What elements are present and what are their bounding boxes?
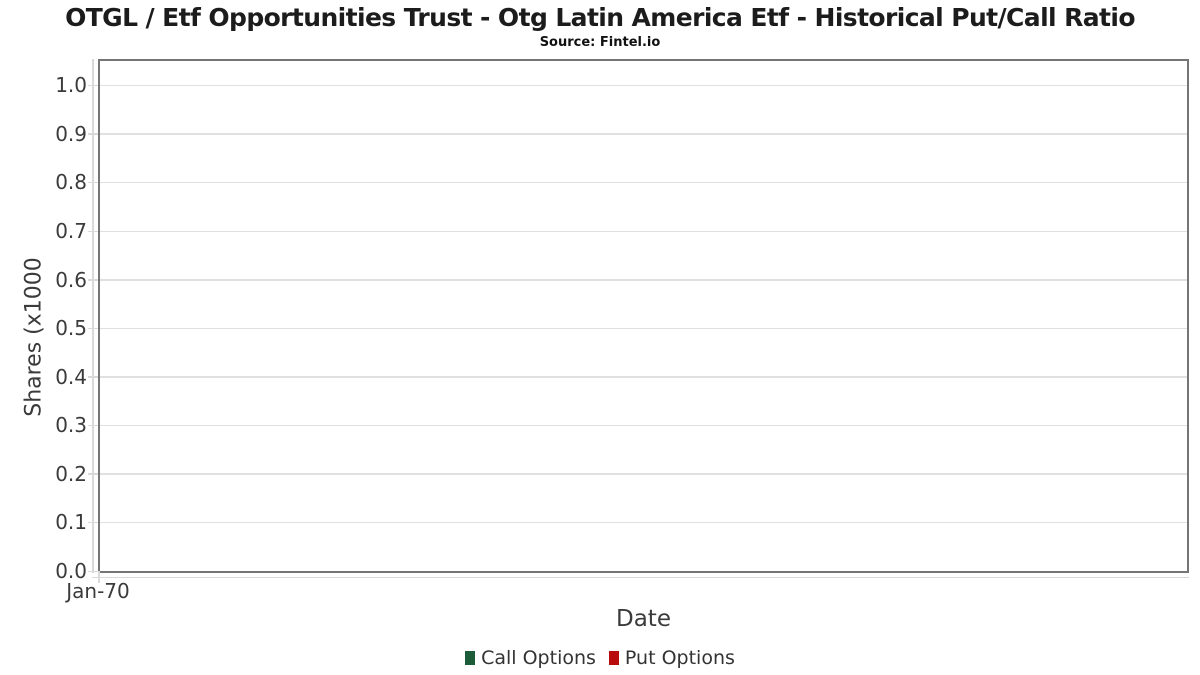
y-axis-tick [88, 376, 98, 378]
y-axis-tick [88, 84, 98, 87]
y-axis-line [92, 59, 94, 573]
gridline [100, 473, 1187, 475]
y-axis-tick [88, 473, 98, 475]
gridline [100, 424, 1187, 427]
gridline [100, 84, 1187, 87]
legend-label: Put Options [624, 647, 735, 669]
gridline [100, 327, 1187, 330]
legend-item-call-options[interactable]: Call Options [465, 647, 596, 669]
y-tick-label: 0.7 [55, 219, 87, 243]
gridline [100, 376, 1187, 378]
x-axis-tick [98, 571, 100, 583]
y-tick-label: 0.5 [55, 316, 87, 341]
gridline [100, 181, 1187, 184]
gridline [100, 133, 1187, 135]
legend-label: Call Options [481, 647, 596, 669]
y-axis-tick [88, 521, 98, 524]
y-tick-label: 0.4 [55, 364, 87, 389]
y-axis-tick [88, 279, 98, 281]
legend-marker [465, 651, 476, 665]
y-tick-label: 1.0 [55, 73, 87, 98]
y-tick-label: 0.6 [55, 267, 87, 292]
y-tick-label: 0.3 [55, 413, 87, 438]
y-tick-label: 0.0 [55, 559, 87, 583]
legend-marker [608, 651, 619, 665]
y-axis-tick [88, 570, 98, 572]
y-tick-label: 0.2 [55, 461, 87, 486]
legend-item-put-options[interactable]: Put Options [608, 647, 735, 669]
y-axis-tick [88, 424, 98, 427]
y-tick-label: 0.9 [55, 121, 87, 146]
y-axis-label: Shares (x1000 [21, 257, 47, 417]
gridline [100, 279, 1187, 281]
x-tick-label: Jan-70 [66, 579, 130, 603]
y-tick-label: 0.8 [55, 170, 87, 195]
y-axis-tick [88, 230, 98, 233]
plot-area: 0.0 0.1 0.2 0.3 0.4 0.5 0.6 0.7 0.8 0.9 1.0 Jan-70 [55, 59, 1189, 601]
y-axis-tick [88, 181, 98, 184]
gridline [100, 230, 1187, 233]
x-axis-line [92, 576, 1189, 578]
x-axis-label: Date [616, 606, 671, 632]
chart-subtitle: Source: Fintel.io [539, 35, 661, 50]
y-axis-tick [88, 133, 98, 135]
gridline [100, 521, 1187, 524]
y-axis-tick [88, 327, 98, 330]
y-tick-label: 0.1 [55, 510, 87, 535]
legend: Call Options Put Options [0, 647, 1200, 669]
chart-title: OTGL / Etf Opportunities Trust - Otg Lat… [65, 3, 1135, 32]
